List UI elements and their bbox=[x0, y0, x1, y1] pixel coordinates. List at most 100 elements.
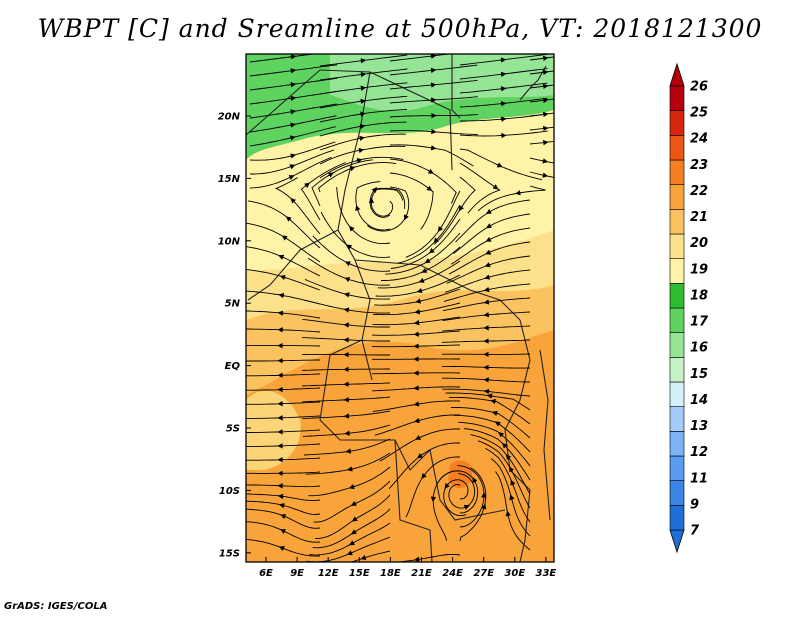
lat-tick-label: 10N bbox=[218, 236, 241, 247]
streamline-arrow bbox=[437, 226, 444, 233]
colorbar-label: 12 bbox=[690, 445, 708, 460]
streamline-arrow bbox=[350, 529, 357, 535]
streamline-arrow bbox=[371, 186, 377, 193]
streamline-arrow bbox=[414, 309, 421, 315]
streamline-arrow bbox=[281, 235, 288, 241]
streamline-arrow bbox=[502, 442, 508, 449]
streamline-arrow bbox=[355, 157, 363, 164]
lon-tick-label: 33E bbox=[536, 568, 557, 579]
colorbar-label: 26 bbox=[690, 80, 708, 95]
colorbar-swatch bbox=[669, 184, 685, 210]
streamline-arrow bbox=[359, 85, 367, 91]
colorbar-swatch bbox=[669, 505, 685, 531]
lon-tick-label: 30E bbox=[504, 568, 525, 579]
streamline-arrow bbox=[289, 153, 297, 159]
streamline-arrow bbox=[485, 236, 492, 242]
streamline-arrow bbox=[541, 158, 549, 164]
streamline-arrow bbox=[355, 205, 361, 212]
streamline-arrow bbox=[343, 307, 351, 313]
streamline-arrow bbox=[289, 109, 297, 115]
streamline-arrow bbox=[483, 299, 491, 305]
colorbar-label: 22 bbox=[690, 184, 708, 199]
lon-tick-label: 21E bbox=[411, 568, 432, 579]
streamline-arrow bbox=[463, 504, 470, 510]
streamline-arrow bbox=[416, 287, 424, 294]
colorbar-label: 20 bbox=[690, 236, 708, 251]
temp-field-17 bbox=[330, 54, 554, 111]
streamline-arrow bbox=[426, 185, 433, 192]
lat-tick-label: 15N bbox=[218, 174, 241, 185]
streamline-arrow bbox=[346, 466, 354, 472]
streamline-arrow bbox=[491, 410, 499, 416]
streamline-arrow bbox=[490, 398, 497, 405]
streamline-arrow bbox=[348, 166, 356, 172]
colorbar-label: 25 bbox=[690, 106, 708, 121]
streamline-arrow bbox=[413, 401, 421, 407]
streamline-arrow bbox=[505, 510, 511, 518]
streamline-arrow bbox=[415, 298, 422, 304]
streamline-arrow bbox=[485, 208, 492, 214]
plot-title: WBPT [C] and Sreamline at 500hPa, VT: 20… bbox=[37, 14, 763, 43]
colorbar-label: 24 bbox=[690, 132, 708, 147]
streamline-arrow bbox=[541, 172, 549, 178]
streamline-arrow bbox=[348, 225, 355, 232]
lat-tick-label: EQ bbox=[225, 361, 241, 372]
streamline-arrow bbox=[360, 554, 367, 561]
colorbar-swatch bbox=[669, 258, 685, 284]
streamline-arrow bbox=[304, 182, 310, 189]
streamline-arrow bbox=[421, 473, 427, 479]
streamline-arrow bbox=[427, 168, 434, 174]
streamline-arrow bbox=[483, 388, 491, 395]
streamline-arrow bbox=[429, 67, 437, 74]
colorbar-label: 23 bbox=[690, 158, 708, 173]
streamline-arrow bbox=[485, 249, 492, 255]
streamline-arrow bbox=[348, 484, 356, 490]
streamline-arrow bbox=[505, 454, 512, 460]
streamline-arrow bbox=[415, 434, 422, 440]
streamline-arrow bbox=[509, 494, 515, 501]
streamline-arrow bbox=[428, 248, 435, 254]
colorbar-swatch bbox=[669, 357, 685, 383]
streamline-arrow bbox=[280, 514, 287, 520]
streamline-arrow bbox=[421, 267, 428, 273]
streamline-arrow bbox=[289, 54, 297, 60]
streamline-arrow bbox=[541, 83, 549, 90]
streamline-arrow bbox=[418, 277, 426, 283]
streamline-arrow bbox=[484, 262, 492, 268]
streamline-arrow bbox=[277, 493, 285, 500]
colorbar-swatch bbox=[669, 283, 685, 309]
colorbar-swatch bbox=[669, 455, 685, 481]
streamline-arrow bbox=[289, 164, 296, 170]
streamline-arrow bbox=[481, 503, 487, 511]
streamline-arrow bbox=[496, 162, 503, 168]
lat-tick-label: 10S bbox=[219, 486, 240, 497]
colorbar-label: 21 bbox=[690, 210, 708, 225]
streamline-arrow bbox=[278, 292, 285, 299]
colorbar-label: 17 bbox=[690, 315, 709, 330]
streamline-arrow bbox=[288, 175, 295, 180]
colorbar-swatch bbox=[669, 307, 685, 333]
colorbar-label: 18 bbox=[690, 288, 708, 303]
temp-field-pale-patch bbox=[246, 390, 301, 470]
streamline-arrow bbox=[433, 237, 440, 244]
lon-tick-label: 6E bbox=[259, 568, 273, 579]
streamline-arrow bbox=[541, 125, 549, 132]
streamline-arrow bbox=[413, 319, 421, 326]
streamline-arrow bbox=[359, 111, 366, 117]
streamline-arrow bbox=[498, 431, 505, 438]
streamline-arrow bbox=[350, 500, 358, 506]
streamline-arrow bbox=[403, 214, 409, 221]
colorbar-swatch bbox=[669, 332, 685, 358]
colorbar-label: 7 bbox=[690, 524, 700, 539]
streamline-arrow bbox=[486, 393, 494, 399]
lat-axis: 20N 15N 10N 5N EQ 5S 10S 15S bbox=[218, 112, 251, 559]
streamline-arrow bbox=[289, 135, 296, 141]
streamline-arrow bbox=[429, 145, 437, 151]
streamline-arrow bbox=[429, 54, 437, 59]
streamline-arrow bbox=[359, 98, 367, 105]
lon-tick-label: 27E bbox=[473, 568, 494, 579]
streamline-arrow bbox=[344, 277, 351, 283]
colorbar-swatch bbox=[669, 431, 685, 457]
streamline-arrow bbox=[509, 466, 515, 473]
